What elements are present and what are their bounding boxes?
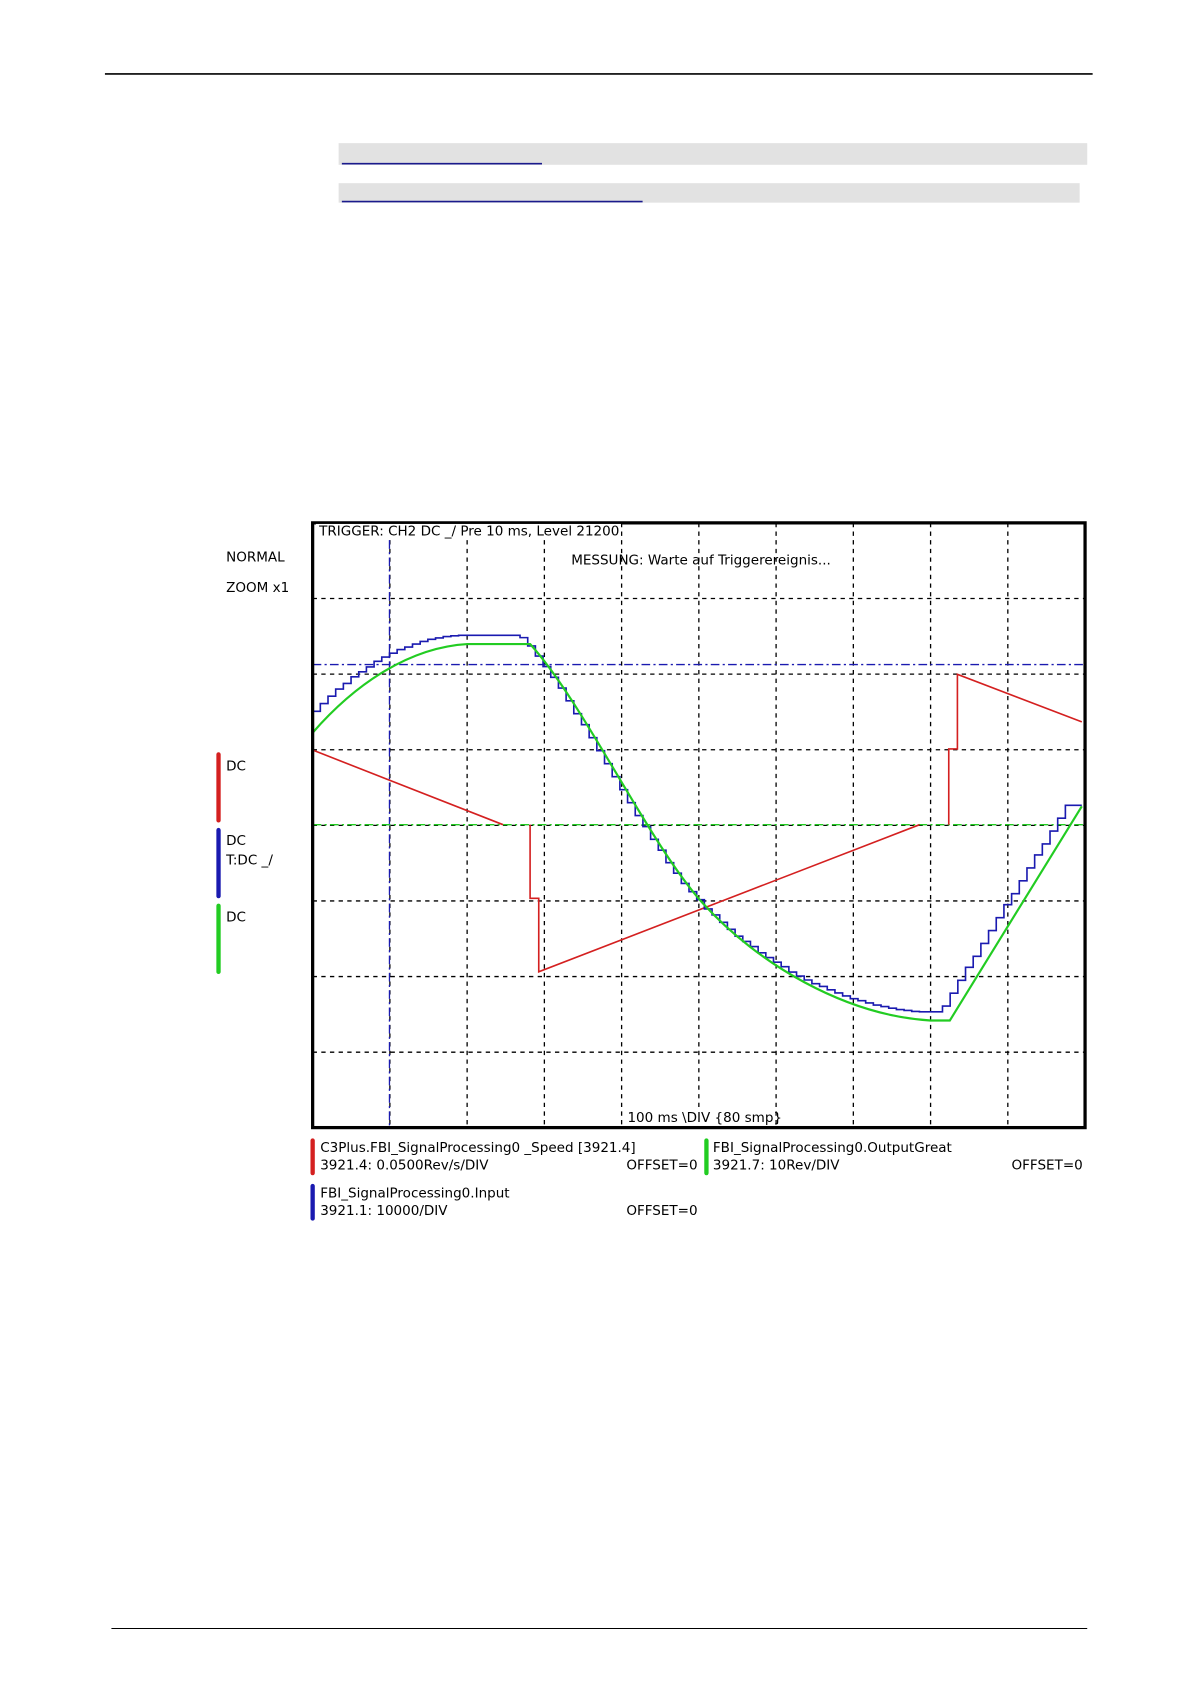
legend-name: C3Plus.FBI_SignalProcessing0 _Speed [392… xyxy=(320,1140,635,1156)
scope-frame xyxy=(311,521,1087,1130)
link-bar[interactable] xyxy=(338,143,1088,165)
legend-offset: OFFSET=0 xyxy=(626,1157,697,1173)
input-trace xyxy=(312,634,1082,1013)
channel-coupling: DC xyxy=(226,910,246,926)
label-bg xyxy=(315,523,621,540)
timebase-info: 100 ms \DIV {80 smp} xyxy=(627,1110,782,1126)
label-bg xyxy=(624,1109,768,1126)
speed-trace xyxy=(312,673,1083,974)
legend-scale: 3921.4: 0.0500Rev/s/DIV xyxy=(320,1157,489,1173)
legend-scale: 3921.7: 10Rev/DIV xyxy=(713,1157,840,1173)
mode-label: NORMAL xyxy=(226,549,285,565)
legend-name: FBI_SignalProcessing0.OutputGreat xyxy=(713,1140,952,1156)
channel-coupling: DC xyxy=(226,758,246,774)
channel-coupling: DC xyxy=(226,833,246,849)
legend-name: FBI_SignalProcessing0.Input xyxy=(320,1186,509,1202)
output-trace xyxy=(311,642,1083,1022)
legend-scale: 3921.1: 10000/DIV xyxy=(320,1203,448,1219)
status-info: MESSUNG: Warte auf Triggerereignis... xyxy=(571,553,831,569)
zoom-label: ZOOM x1 xyxy=(226,580,289,596)
legend-offset: OFFSET=0 xyxy=(626,1203,697,1219)
channel-trigger: T:DC _/ xyxy=(225,852,273,868)
legend-offset: OFFSET=0 xyxy=(1012,1157,1083,1173)
trigger-info: TRIGGER: CH2 DC _/ Pre 10 ms, Level 2120… xyxy=(318,524,619,540)
link-bar[interactable] xyxy=(338,183,1080,203)
